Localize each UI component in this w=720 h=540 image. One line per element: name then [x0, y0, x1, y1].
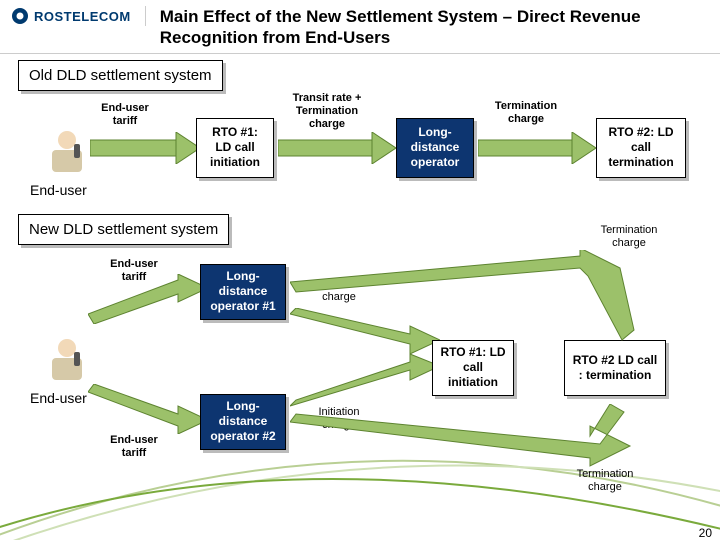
section-old: Old DLD settlement system [18, 60, 223, 91]
box-ldop-old: Long-distance operator [396, 118, 474, 178]
term-charge-old: Termination charge [486, 100, 566, 126]
page-number: 20 [699, 526, 712, 540]
diagram-stage: Old DLD settlement system End-user End-u… [0, 54, 720, 540]
transit-label: Transit rate + Termination charge [284, 92, 370, 132]
arrow-ld2-rto2 [290, 404, 690, 484]
end-user-icon [46, 126, 88, 174]
end-user-icon-new [46, 334, 88, 382]
arrow-old-2 [278, 132, 396, 164]
logo-text: ROSTELECOM [34, 9, 131, 24]
arrow-ld1-rto2 [290, 250, 690, 350]
logo: ROSTELECOM [10, 6, 146, 26]
arrow-new-down [88, 384, 208, 434]
tariff-label-new2: End-user tariff [104, 434, 164, 460]
arrow-new-up [88, 274, 208, 324]
logo-icon [10, 6, 30, 26]
tariff-label-old: End-user tariff [95, 102, 155, 128]
box-rto2-old: RTO #2: LD call termination [596, 118, 686, 178]
arrow-old-1 [90, 132, 200, 164]
box-ldop1: Long-distance operator #1 [200, 264, 286, 320]
end-user-label-old: End-user [30, 182, 87, 198]
box-rto1-old: RTO #1: LD call initiation [196, 118, 274, 178]
box-ldop2: Long-distance operator #2 [200, 394, 286, 450]
term-charge-new1: Termination charge [584, 224, 674, 250]
page-title: Main Effect of the New Settlement System… [160, 6, 710, 49]
end-user-label-new: End-user [30, 390, 87, 406]
section-new: New DLD settlement system [18, 214, 229, 245]
arrow-old-3 [478, 132, 596, 164]
